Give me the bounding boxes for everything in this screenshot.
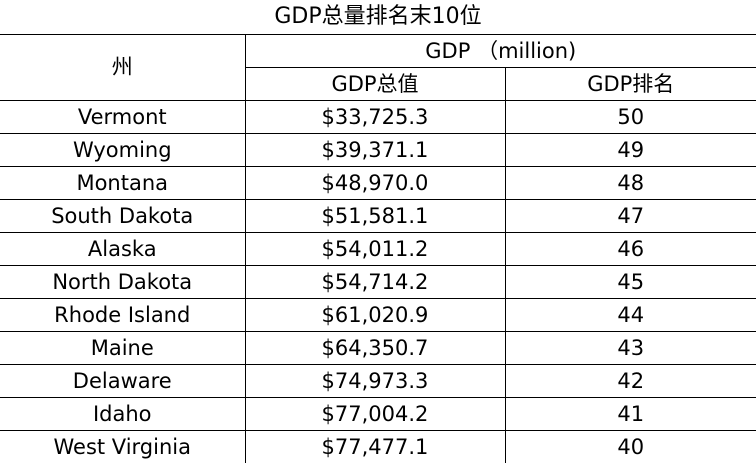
state-cell: Montana	[0, 166, 246, 200]
header-row-2: GDP总值 GDP排名	[0, 67, 756, 101]
title-row: GDP总量排名末10位	[0, 0, 756, 35]
gdp-total-value: $51,581.1	[321, 203, 429, 228]
table-row: Wyoming $39,371.1 49	[0, 133, 756, 167]
table-row: North Dakota $54,714.2 45	[0, 265, 756, 299]
state-cell: Idaho	[0, 397, 246, 431]
table-row: Vermont $33,725.3 50	[0, 100, 756, 134]
gdp-total-value: $54,714.2	[321, 269, 429, 294]
table-title: GDP总量排名末10位	[0, 0, 756, 35]
table-row: South Dakota $51,581.1 47	[0, 199, 756, 233]
gdp-total-cell: $54,011.2	[244, 232, 506, 266]
gdp-rank-cell: 43	[504, 331, 756, 365]
gdp-rank-cell: 40	[504, 430, 756, 463]
table-row: Delaware $74,973.3 42	[0, 364, 756, 398]
gdp-group-header: GDP （million)	[244, 34, 756, 68]
gdp-rank-cell: 47	[504, 199, 756, 233]
state-cell: Vermont	[0, 100, 246, 134]
gdp-total-cell: $48,970.0	[244, 166, 506, 200]
state-cell: Rhode Island	[0, 298, 246, 332]
state-cell: South Dakota	[0, 199, 246, 233]
gdp-rank-cell: 45	[504, 265, 756, 299]
gdp-total-value: $48,970.0	[321, 170, 429, 195]
gdp-total-value: $74,973.3	[321, 368, 429, 393]
table-row: Alaska $54,011.2 46	[0, 232, 756, 266]
state-cell: Alaska	[0, 232, 246, 266]
gdp-total-value: $54,011.2	[321, 236, 429, 261]
gdp-total-value: $33,725.3	[321, 104, 429, 129]
gdp-total-cell: $51,581.1	[244, 199, 506, 233]
gdp-total-value: $77,004.2	[321, 401, 429, 426]
table-row: Idaho $77,004.2 41	[0, 397, 756, 431]
gdp-total-value: $77,477.1	[321, 434, 429, 459]
gdp-total-cell: $33,725.3	[244, 100, 506, 134]
gdp-total-cell: $39,371.1	[244, 133, 506, 167]
gdp-total-header: GDP总值	[244, 67, 506, 101]
table-row: West Virginia $77,477.1 40	[0, 430, 756, 463]
gdp-total-cell: $64,350.7	[244, 331, 506, 365]
state-column-header: 州	[0, 34, 246, 101]
gdp-total-cell: $77,004.2	[244, 397, 506, 431]
gdp-total-value: $39,371.1	[321, 137, 429, 162]
gdp-rank-cell: 42	[504, 364, 756, 398]
state-cell: West Virginia	[0, 430, 246, 463]
gdp-rank-cell: 44	[504, 298, 756, 332]
gdp-total-cell: $74,973.3	[244, 364, 506, 398]
state-cell: Maine	[0, 331, 246, 365]
table-row: Rhode Island $61,020.9 44	[0, 298, 756, 332]
header-row-1: 州 GDP （million)	[0, 34, 756, 101]
gdp-total-cell: $54,714.2	[244, 265, 506, 299]
state-cell: Wyoming	[0, 133, 246, 167]
table-row: Maine $64,350.7 43	[0, 331, 756, 365]
gdp-total-value: $64,350.7	[321, 335, 429, 360]
gdp-rank-header: GDP排名	[504, 67, 756, 101]
gdp-total-value: $61,020.9	[321, 302, 429, 327]
state-cell: North Dakota	[0, 265, 246, 299]
gdp-rank-cell: 41	[504, 397, 756, 431]
gdp-rank-cell: 46	[504, 232, 756, 266]
gdp-rank-cell: 50	[504, 100, 756, 134]
table-row: Montana $48,970.0 48	[0, 166, 756, 200]
gdp-total-cell: $61,020.9	[244, 298, 506, 332]
gdp-rank-cell: 48	[504, 166, 756, 200]
gdp-rank-cell: 49	[504, 133, 756, 167]
gdp-total-cell: $77,477.1	[244, 430, 506, 463]
state-cell: Delaware	[0, 364, 246, 398]
